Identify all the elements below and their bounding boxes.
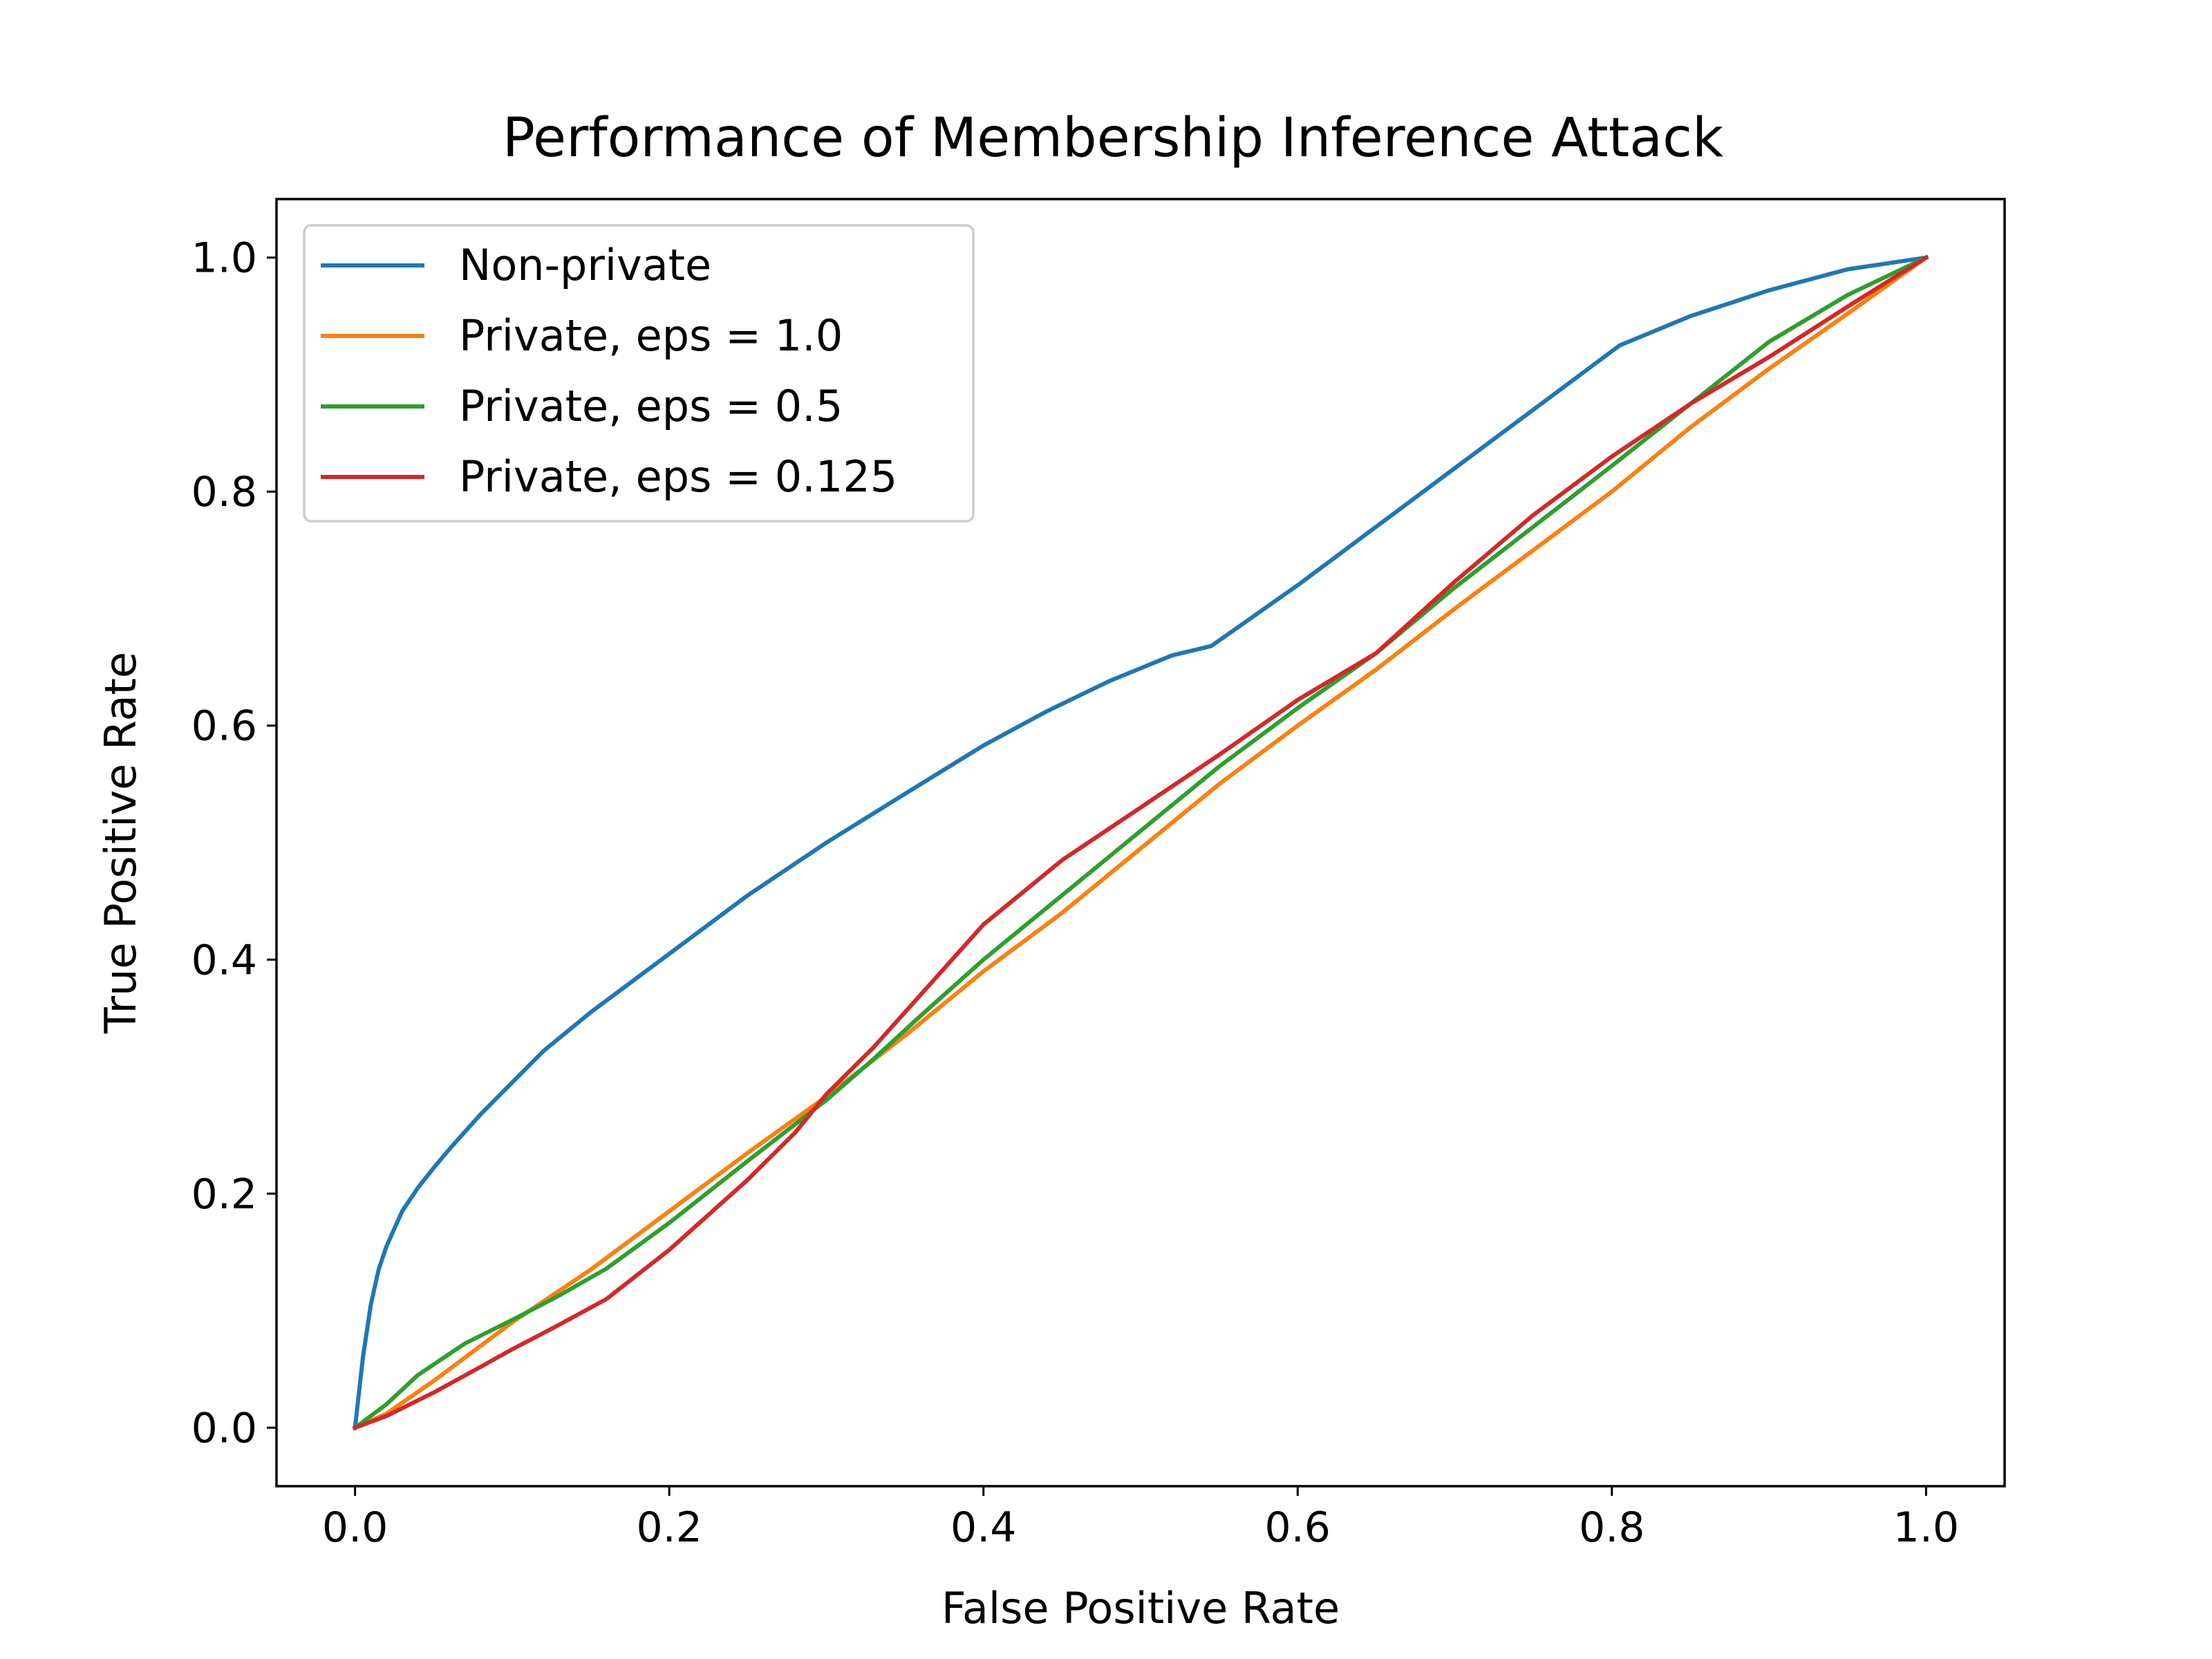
x-tick-label: 0.8 xyxy=(1579,1503,1644,1552)
x-axis-ticks: 0.0 0.2 0.4 0.6 0.8 1.0 xyxy=(322,1486,1959,1552)
y-axis-ticks: 0.0 0.2 0.4 0.6 0.8 1.0 xyxy=(191,234,276,1452)
y-tick-label: 1.0 xyxy=(191,234,257,283)
series-line-1 xyxy=(352,254,1929,1431)
x-axis-label: False Positive Rate xyxy=(941,1583,1340,1633)
y-tick-label: 0.8 xyxy=(191,468,257,516)
legend-label-2: Private, eps = 0.5 xyxy=(459,381,843,431)
plot-frame xyxy=(275,198,2006,1488)
legend-label-1: Private, eps = 1.0 xyxy=(459,310,843,361)
legend-items: Non-private Private, eps = 1.0 Private, ep… xyxy=(321,240,897,502)
series-line-2 xyxy=(352,254,1929,1431)
legend-label-3: Private, eps = 0.125 xyxy=(459,451,897,502)
y-tick-label: 0.2 xyxy=(191,1170,257,1219)
chart-title: Performance of Membership Inference Atta… xyxy=(503,107,1723,169)
legend-label-0: Non-private xyxy=(459,240,711,290)
y-tick-label: 0.0 xyxy=(191,1404,257,1452)
x-tick-label: 0.4 xyxy=(950,1503,1016,1552)
legend-box xyxy=(303,224,975,523)
x-tick-label: 0.2 xyxy=(636,1503,702,1552)
series-line-3 xyxy=(352,254,1929,1431)
y-tick-label: 0.6 xyxy=(191,702,257,751)
x-tick-label: 0.0 xyxy=(322,1503,388,1552)
series-layer xyxy=(352,254,1929,1431)
y-axis-label: True Positive Rate xyxy=(95,652,146,1034)
legend: Non-private Private, eps = 1.0 Private, ep… xyxy=(303,224,975,523)
series-line-0 xyxy=(353,255,1929,1430)
x-tick-label: 0.6 xyxy=(1265,1503,1331,1552)
y-tick-label: 0.4 xyxy=(191,936,257,984)
x-tick-label: 1.0 xyxy=(1893,1503,1959,1552)
